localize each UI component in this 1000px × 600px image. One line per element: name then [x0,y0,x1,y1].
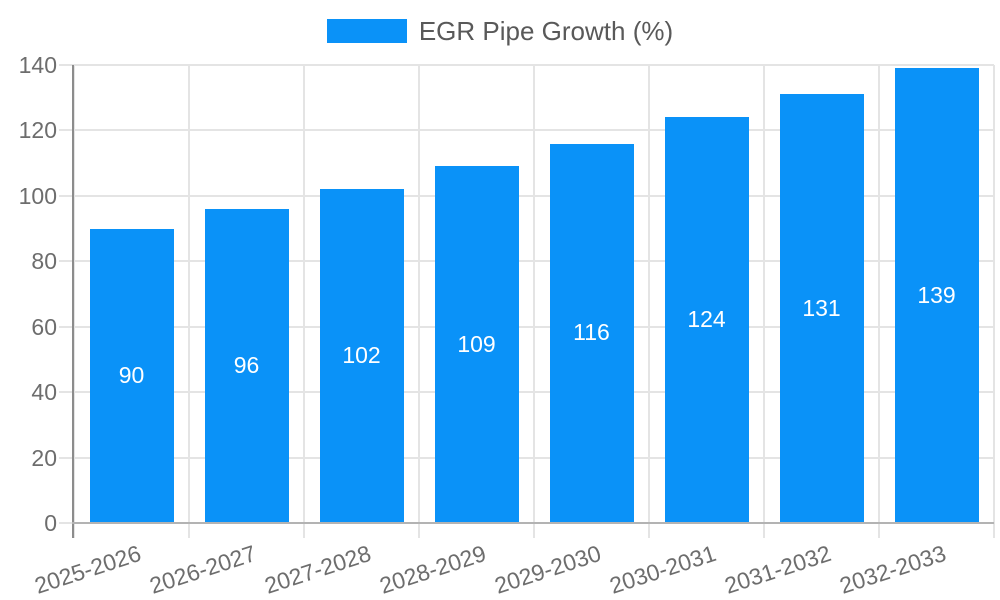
bar-value-label: 131 [802,294,841,321]
legend-label[interactable]: EGR Pipe Growth (%) [418,15,674,46]
x-gridline [418,65,420,538]
y-gridline [59,456,994,459]
y-gridline [59,194,994,197]
x-axis-tick-label: 2030-2031 [605,540,719,599]
y-axis-tick-label: 100 [18,182,57,209]
y-gridline [59,129,994,132]
y-axis-tick-label: 120 [18,117,57,144]
x-axis-tick-label: 2032-2033 [835,540,949,599]
x-axis-tick-label: 2029-2030 [490,540,604,599]
legend: EGR Pipe Growth (%) [0,14,1000,48]
x-gridline [533,65,535,538]
y-axis-tick-label: 40 [31,379,57,406]
bar-value-label: 96 [233,351,260,378]
bar-2028-2029[interactable] [434,166,519,523]
y-gridline [59,325,994,328]
x-gridline [303,65,305,538]
y-gridline [59,391,994,394]
y-gridline [59,64,994,66]
bar-value-label: 116 [573,319,610,346]
x-gridline [993,65,995,538]
x-gridline [763,65,765,538]
x-axis-tick-label: 2028-2029 [375,540,489,599]
y-axis-tick-label: 20 [31,444,57,471]
x-gridline [188,65,190,538]
bar-value-label: 139 [917,281,956,308]
bar-value-label: 90 [118,361,145,388]
y-axis-line [72,65,74,538]
x-gridline [73,65,75,538]
bar-2031-2032[interactable] [779,94,864,523]
bar-2025-2026[interactable] [89,228,174,523]
bar-value-label: 109 [457,330,496,357]
y-axis-tick-label: 0 [44,510,57,536]
x-axis-tick-label: 2025-2026 [30,540,144,599]
bar-2027-2028[interactable] [319,189,404,523]
y-axis-tick-label: 80 [31,248,57,275]
x-axis-line [72,522,994,524]
bar-2026-2027[interactable] [204,208,289,523]
bar-2029-2030[interactable] [549,143,634,523]
bar-value-label: 102 [342,342,381,369]
y-gridline [59,260,994,263]
legend-swatch[interactable] [326,19,407,43]
y-axis-tick-label: 140 [18,52,57,78]
x-axis-tick-label: 2031-2032 [720,540,834,599]
x-gridline [878,65,880,538]
bar-2030-2031[interactable] [664,117,749,523]
bar-value-label: 124 [687,306,726,333]
x-gridline [648,65,650,538]
y-axis-tick-label: 60 [31,313,57,340]
x-axis-tick-label: 2026-2027 [145,540,259,599]
bar-2032-2033[interactable] [894,68,979,523]
x-axis-tick-label: 2027-2028 [260,540,374,599]
